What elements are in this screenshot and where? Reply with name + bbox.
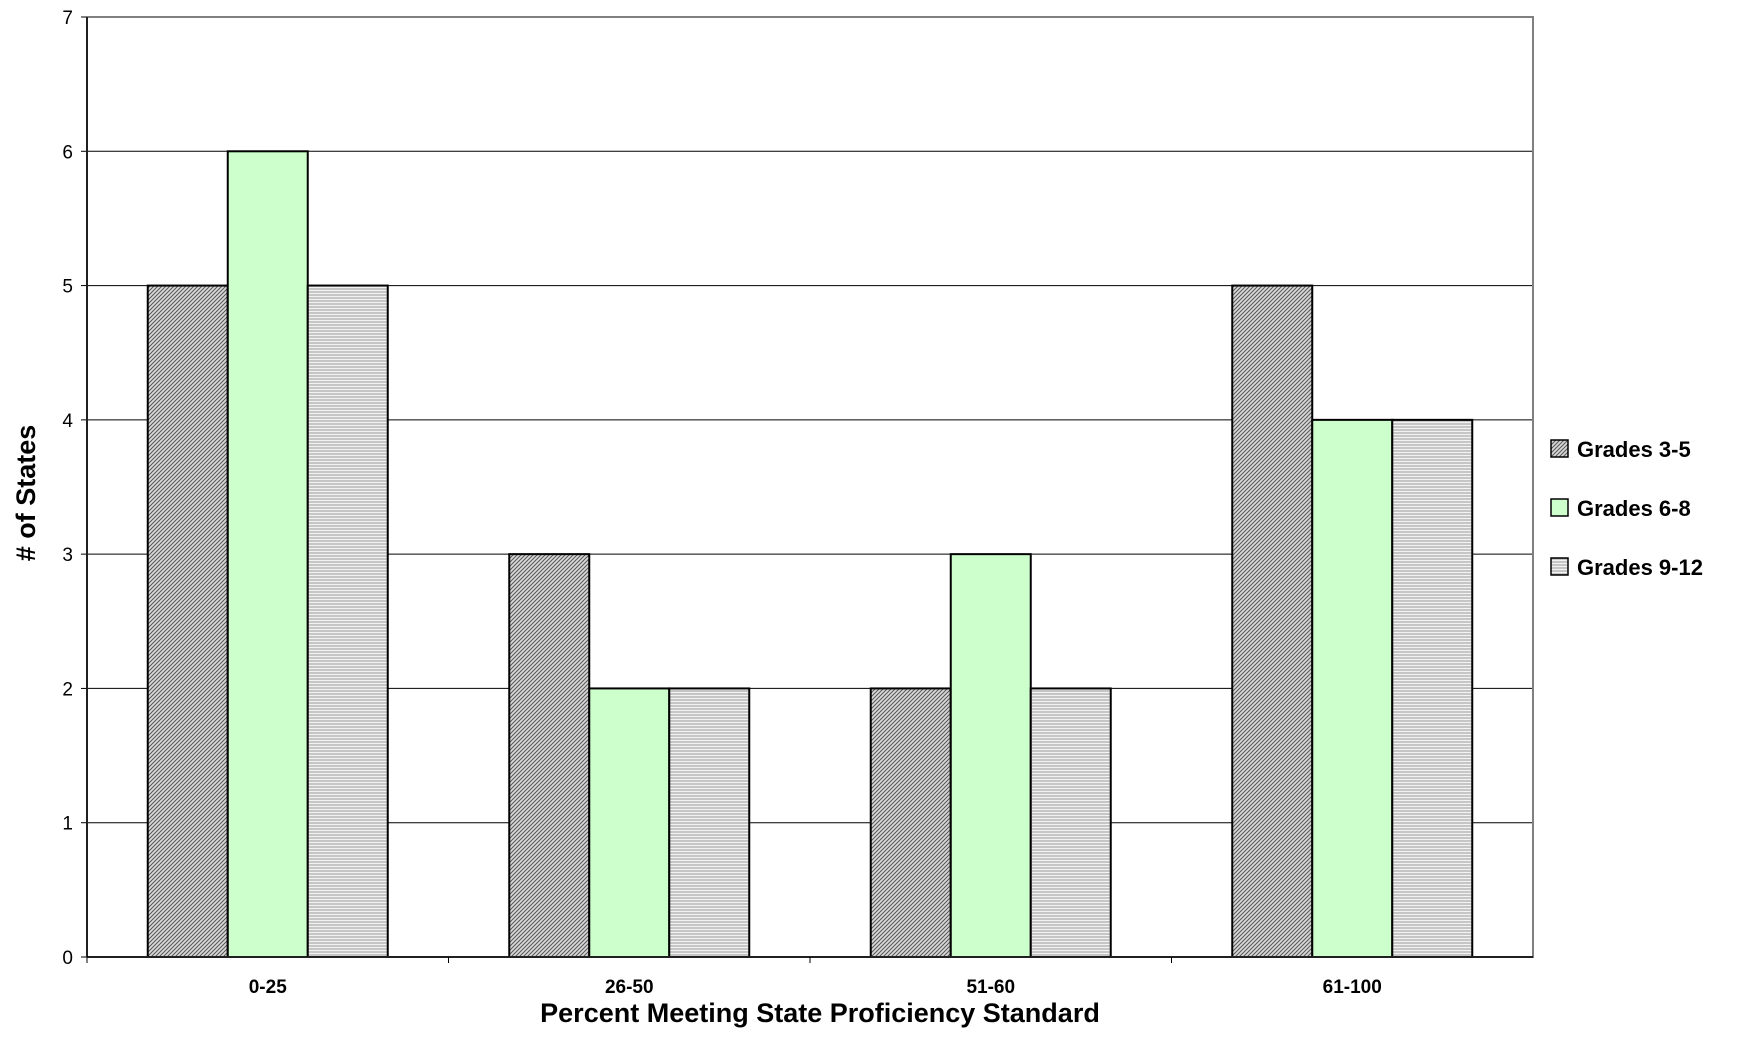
bar bbox=[146, 284, 229, 959]
legend-label: Grades 3-5 bbox=[1577, 437, 1691, 462]
bar bbox=[869, 687, 952, 959]
y-tick-label: 4 bbox=[62, 411, 73, 432]
legend-label: Grades 6-8 bbox=[1577, 496, 1691, 521]
legend-label: Grades 9-12 bbox=[1577, 555, 1703, 580]
y-axis-title: # of States bbox=[11, 425, 41, 562]
y-tick-label: 5 bbox=[62, 277, 73, 298]
y-tick-label: 3 bbox=[62, 545, 73, 566]
y-tick-label: 0 bbox=[62, 948, 73, 969]
axes: 0 1 2 3 4 5 6 7 0-25 26-50 51-60 61-100 bbox=[62, 8, 1534, 998]
bar bbox=[1231, 284, 1314, 959]
bar bbox=[226, 150, 309, 959]
legend-swatch bbox=[1550, 439, 1569, 458]
x-tick-label: 0-25 bbox=[249, 977, 287, 998]
legend: Grades 3-5 Grades 6-8 Grades 9-12 bbox=[1550, 437, 1703, 580]
bar bbox=[306, 284, 389, 959]
y-tick-label: 6 bbox=[62, 142, 73, 163]
bar bbox=[1029, 687, 1112, 959]
bar bbox=[1311, 418, 1394, 959]
x-axis-title: Percent Meeting State Proficiency Standa… bbox=[540, 998, 1100, 1028]
y-tick-label: 2 bbox=[62, 679, 73, 700]
x-tick-label: 61-100 bbox=[1323, 977, 1382, 998]
bar bbox=[1391, 418, 1474, 959]
bar bbox=[588, 687, 671, 959]
x-tick-label: 26-50 bbox=[605, 977, 654, 998]
x-tick-label: 51-60 bbox=[966, 977, 1015, 998]
legend-swatch bbox=[1550, 498, 1569, 517]
bar bbox=[508, 553, 591, 959]
bar bbox=[949, 553, 1032, 959]
y-tick-label: 1 bbox=[62, 814, 73, 835]
legend-swatch bbox=[1550, 557, 1569, 576]
bar bbox=[668, 687, 751, 959]
bars bbox=[146, 150, 1474, 959]
y-tick-label: 7 bbox=[62, 8, 73, 29]
